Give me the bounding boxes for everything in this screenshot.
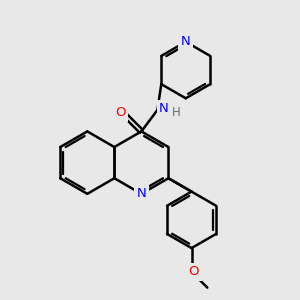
Text: O: O [189, 266, 199, 278]
Text: N: N [159, 102, 169, 115]
Text: H: H [172, 106, 181, 119]
Text: N: N [136, 187, 146, 200]
Text: N: N [181, 35, 190, 48]
Text: O: O [115, 106, 125, 119]
